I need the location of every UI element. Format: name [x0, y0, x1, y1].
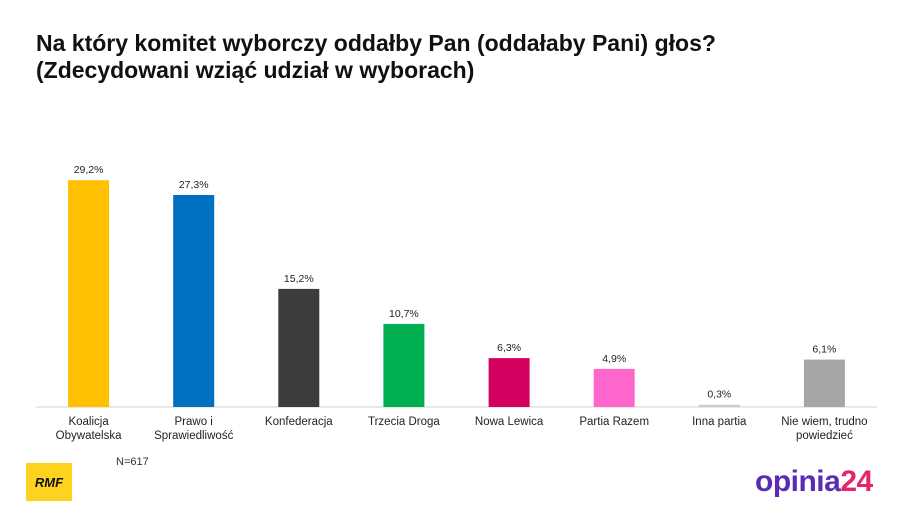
- category-label-6: Inna partia: [692, 416, 747, 428]
- category-label-5: Partia Razem: [579, 416, 649, 428]
- category-label-4: Nowa Lewica: [475, 416, 544, 428]
- bar-value-label-3: 10,7%: [389, 308, 419, 320]
- category-label-2: Konfederacja: [265, 416, 333, 428]
- rmf-logo: RMF: [26, 463, 72, 501]
- bar-3: [383, 323, 425, 407]
- category-label-7: Nie wiem, trudno powiedzieć: [781, 416, 867, 442]
- chart-title: Na który komitet wyborczy oddałby Pan (o…: [36, 30, 716, 84]
- bar-value-label-2: 15,2%: [284, 273, 314, 285]
- category-label-1: Prawo i Sprawiedliwość: [154, 416, 234, 442]
- opinia24-logo: opinia24: [755, 465, 873, 499]
- category-label-0: Koalicja Obywatelska: [56, 416, 122, 442]
- bar-5: [593, 368, 635, 407]
- sample-size-note: N=617: [116, 456, 149, 468]
- opinia24-logo-number: 24: [840, 465, 873, 498]
- chart-title-line-2: (Zdecydowani wziąć udział w wyborach): [36, 57, 475, 83]
- opinia24-logo-text: opinia: [755, 465, 841, 498]
- bar-value-label-5: 4,9%: [602, 353, 626, 365]
- bar-value-label-6: 0,3%: [707, 389, 731, 401]
- bar-2: [278, 288, 320, 407]
- bar-value-label-0: 29,2%: [74, 164, 104, 176]
- bar-0: [68, 180, 110, 407]
- bar-value-label-4: 6,3%: [497, 342, 521, 354]
- category-label-3: Trzecia Droga: [368, 416, 440, 428]
- bar-4: [488, 358, 530, 407]
- bar-7: [803, 359, 845, 407]
- bar-value-label-1: 27,3%: [179, 179, 209, 191]
- rmf-logo-text: RMF: [34, 474, 64, 490]
- bar-6: [698, 404, 740, 407]
- bar-value-label-7: 6,1%: [812, 344, 836, 356]
- bar-1: [173, 195, 215, 407]
- chart-title-line-1: Na który komitet wyborczy oddałby Pan (o…: [36, 30, 716, 56]
